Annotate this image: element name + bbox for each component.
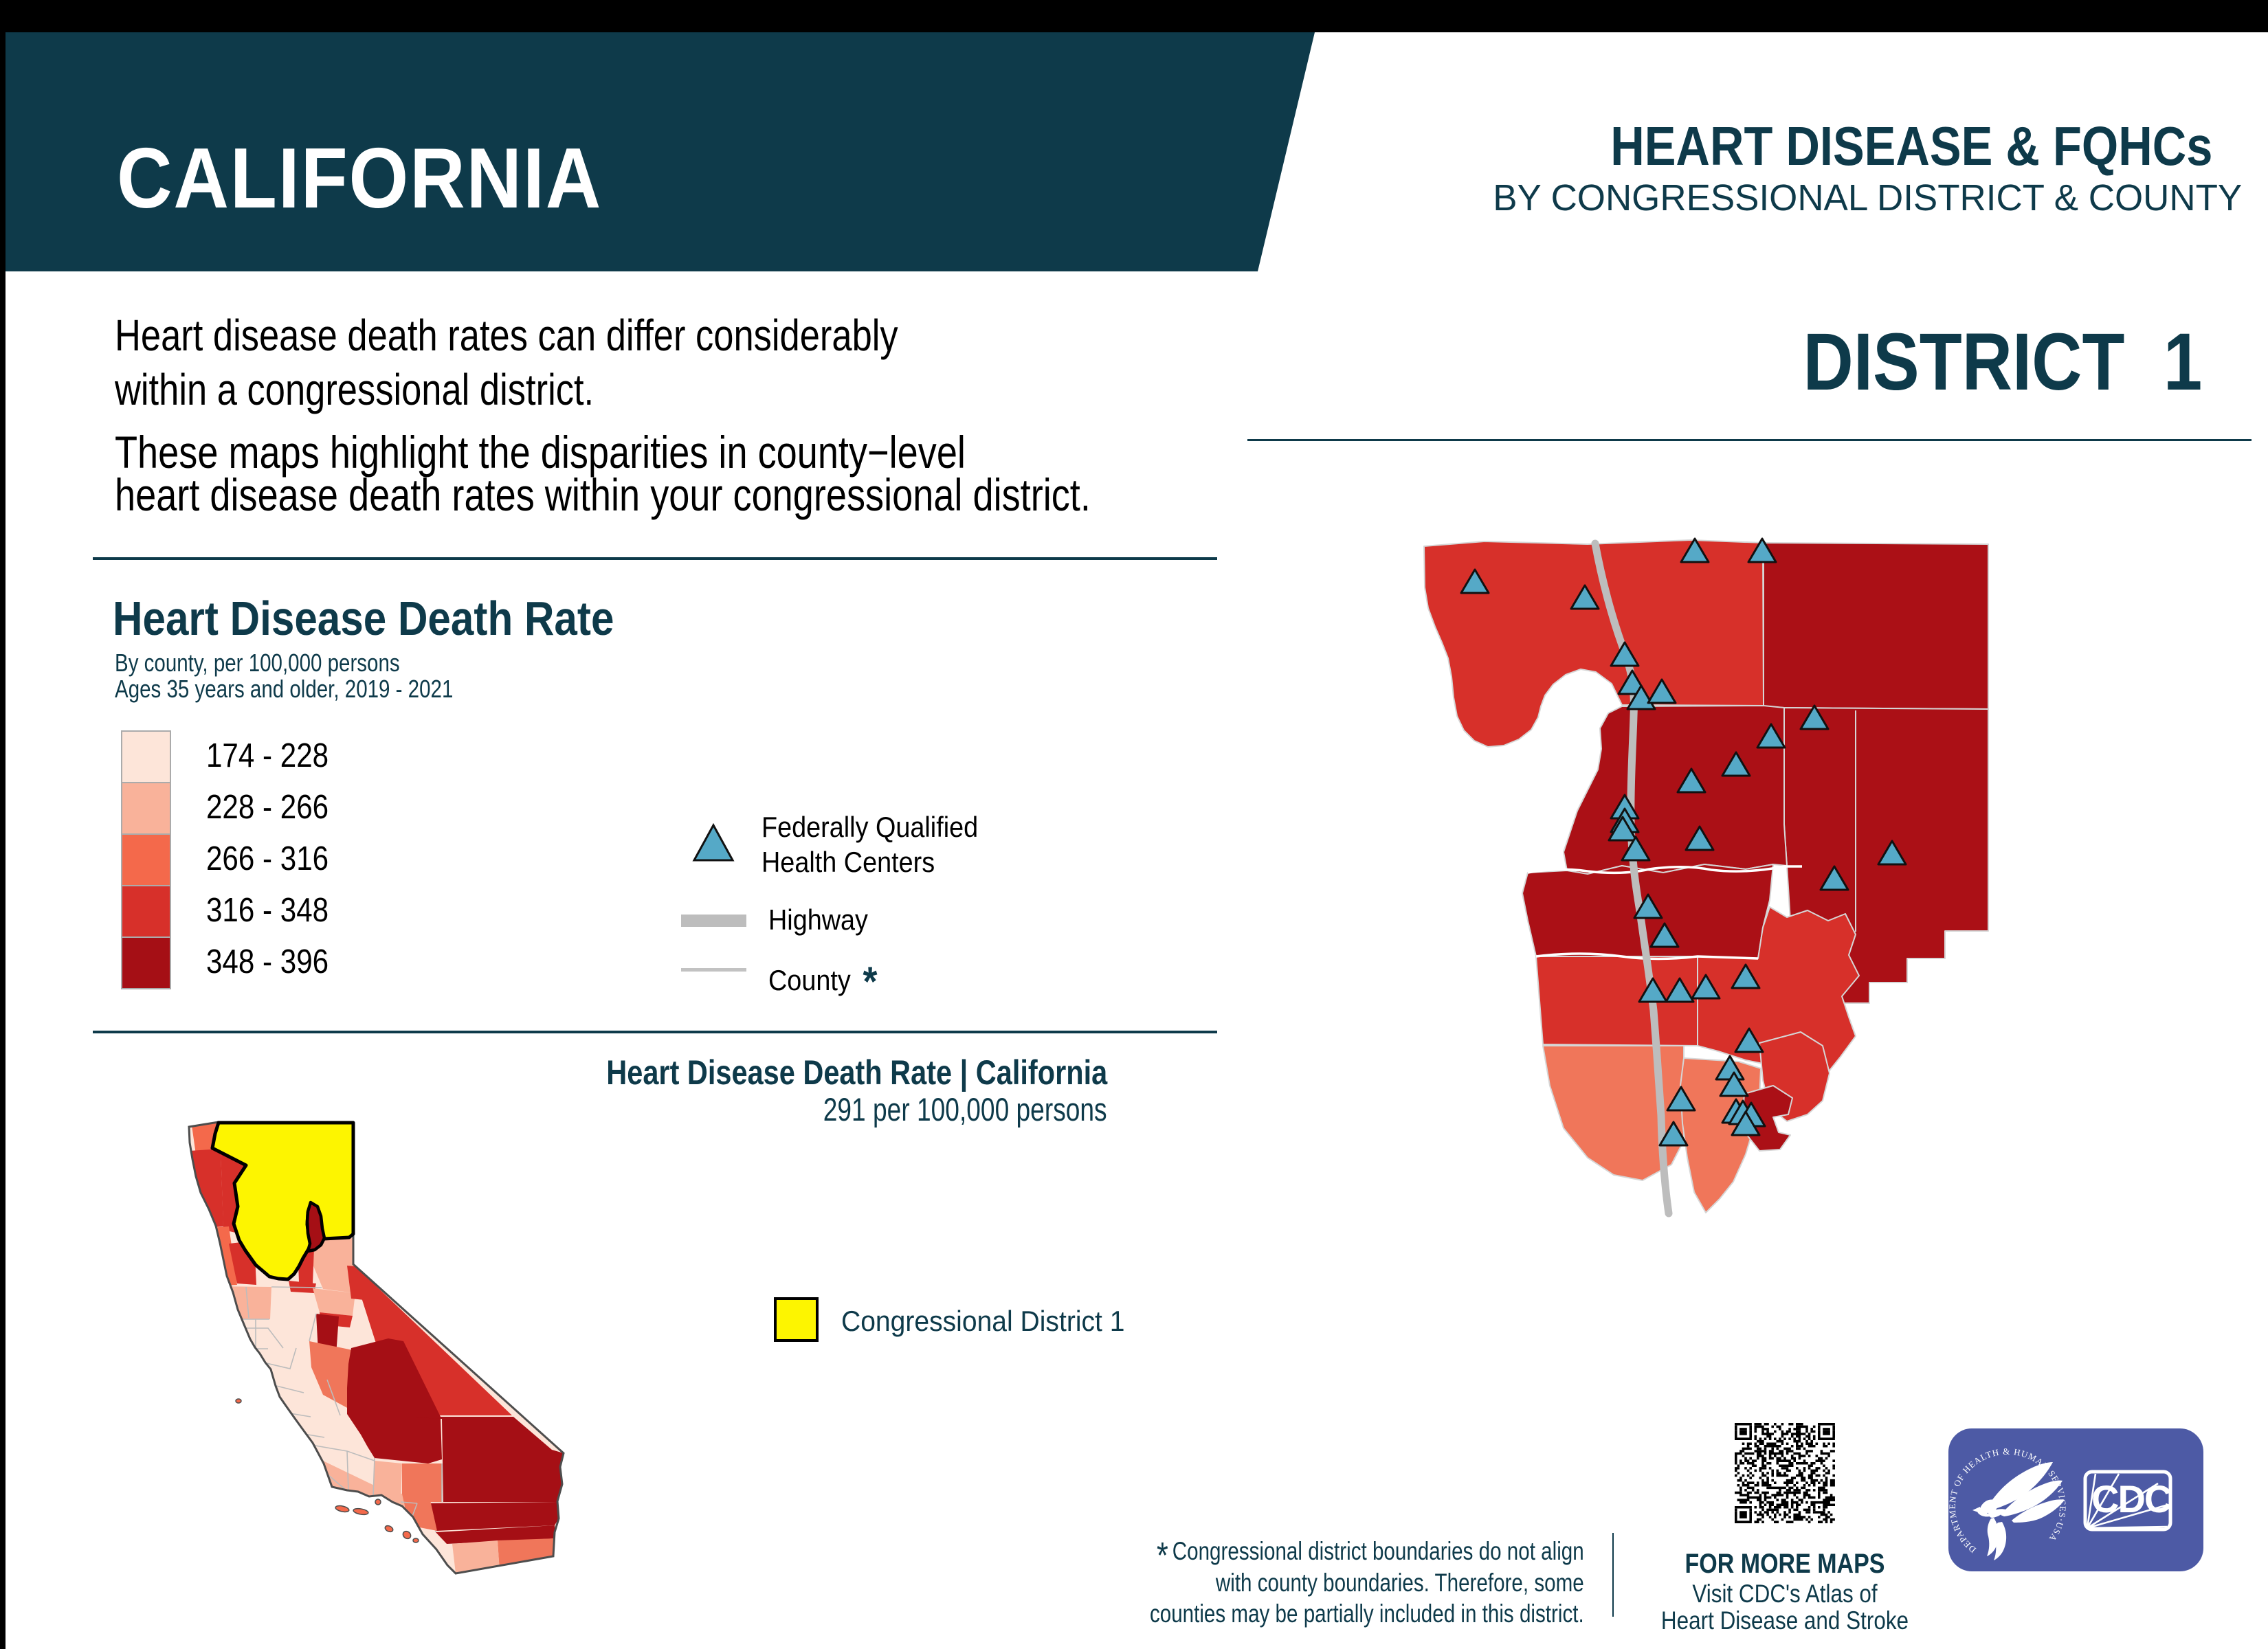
svg-text:CDC: CDC bbox=[2091, 1477, 2171, 1521]
